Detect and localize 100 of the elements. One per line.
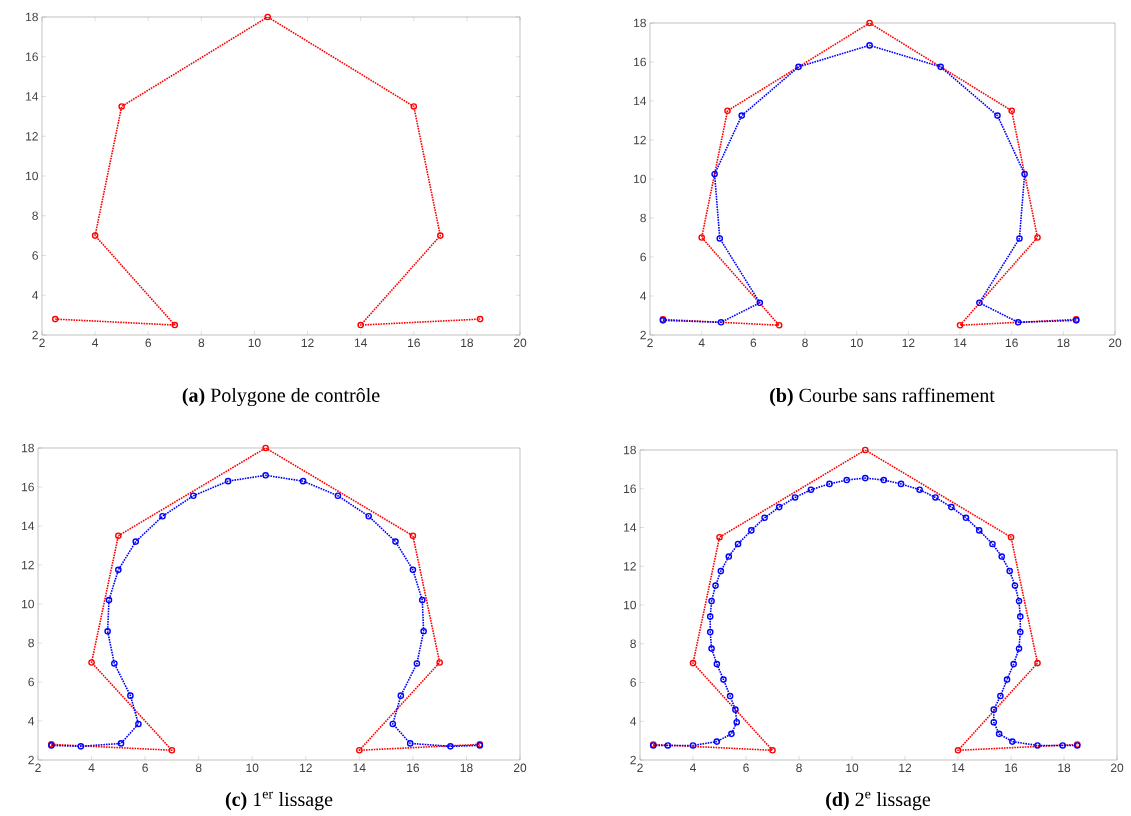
point [1010,660,1017,668]
point [962,514,970,522]
y-tick-label: 8 [640,213,646,223]
point [724,107,731,115]
point [1016,235,1023,242]
point [708,645,715,652]
point [861,446,869,454]
point [135,720,142,728]
point [997,692,1004,700]
text: (c) 1$^{er}$ lissage [225,791,333,811]
point [1059,742,1066,749]
x-tick-label: 8 [802,338,808,348]
point [1014,319,1022,326]
point [861,474,869,482]
y-tick-label: 4 [630,717,637,726]
y-tick-label: 18 [22,443,34,453]
point [104,628,111,635]
x-tick-label: 12 [902,338,915,347]
x-tick-label: 16 [1005,338,1018,348]
point [118,103,125,110]
point [115,566,122,574]
point [51,315,59,323]
point [769,747,776,754]
text: (a) Polygone de contrôle [182,387,380,407]
y-tick-label: 18 [26,12,38,22]
point [437,232,444,239]
x-tick-label: 18 [1057,338,1070,348]
point [1034,742,1041,749]
x-tick-label: 14 [954,338,967,347]
point [357,321,364,329]
x-tick-label: 16 [407,763,420,773]
y-tick-label: 2 [28,755,34,765]
point [956,321,964,329]
y-tick-label: 2 [640,330,646,340]
x-tick-label: 2 [647,338,653,347]
point [712,582,719,589]
point [706,613,714,620]
point [976,299,983,307]
point [420,628,427,635]
point [756,299,764,307]
point [734,540,742,548]
y-tick-label: 18 [634,18,646,28]
point [1016,613,1024,620]
y-tick-label: 8 [630,639,636,648]
x-tick-label: 12 [300,763,312,772]
point [262,444,269,452]
point [897,480,905,488]
x-tick-label: 20 [1108,338,1122,348]
point [698,234,705,241]
point [1021,170,1028,178]
x-tick-label: 18 [461,338,474,348]
point [775,321,783,329]
x-tick-label: 12 [301,338,314,347]
point [77,743,85,750]
y-tick-label: 14 [26,92,39,101]
text: (b) Courbe sans raffinement [770,387,995,407]
point [807,486,815,494]
point [948,503,955,511]
y-tick-label: 2 [32,330,38,340]
point [1011,582,1019,589]
x-tick-label: 18 [460,763,473,773]
x-tick-label: 20 [513,338,527,348]
y-tick-label: 16 [26,52,38,61]
y-tick-label: 4 [640,291,647,301]
point [436,659,443,666]
x-tick-label: 16 [1005,763,1018,773]
point [916,486,923,494]
point [1006,567,1013,575]
x-tick-label: 20 [1110,763,1124,773]
point [1015,645,1023,652]
y-tick-label: 12 [22,560,34,570]
y-tick-label: 18 [624,445,636,455]
point [1009,738,1016,745]
x-tick-label: 10 [846,763,859,773]
x-tick-label: 4 [92,338,99,347]
point [389,720,397,728]
point [843,476,851,484]
point [761,514,768,522]
y-tick-label: 8 [32,211,38,220]
point [989,540,996,548]
point [791,494,799,501]
point [88,659,95,666]
x-tick-label: 12 [899,763,912,772]
point [664,742,672,749]
point [990,718,998,726]
y-tick-label: 10 [624,600,637,610]
y-tick-label: 8 [28,638,34,648]
point [1008,107,1015,115]
point [716,533,723,541]
point [689,659,697,667]
point [410,103,418,110]
x-tick-label: 20 [513,763,527,773]
x-tick-label: 6 [743,763,749,773]
point [866,19,873,27]
y-tick-label: 16 [22,482,34,492]
y-tick-label: 12 [624,562,636,571]
y-tick-label: 10 [634,174,647,184]
point [190,492,197,500]
point [117,740,125,747]
point [826,480,833,488]
